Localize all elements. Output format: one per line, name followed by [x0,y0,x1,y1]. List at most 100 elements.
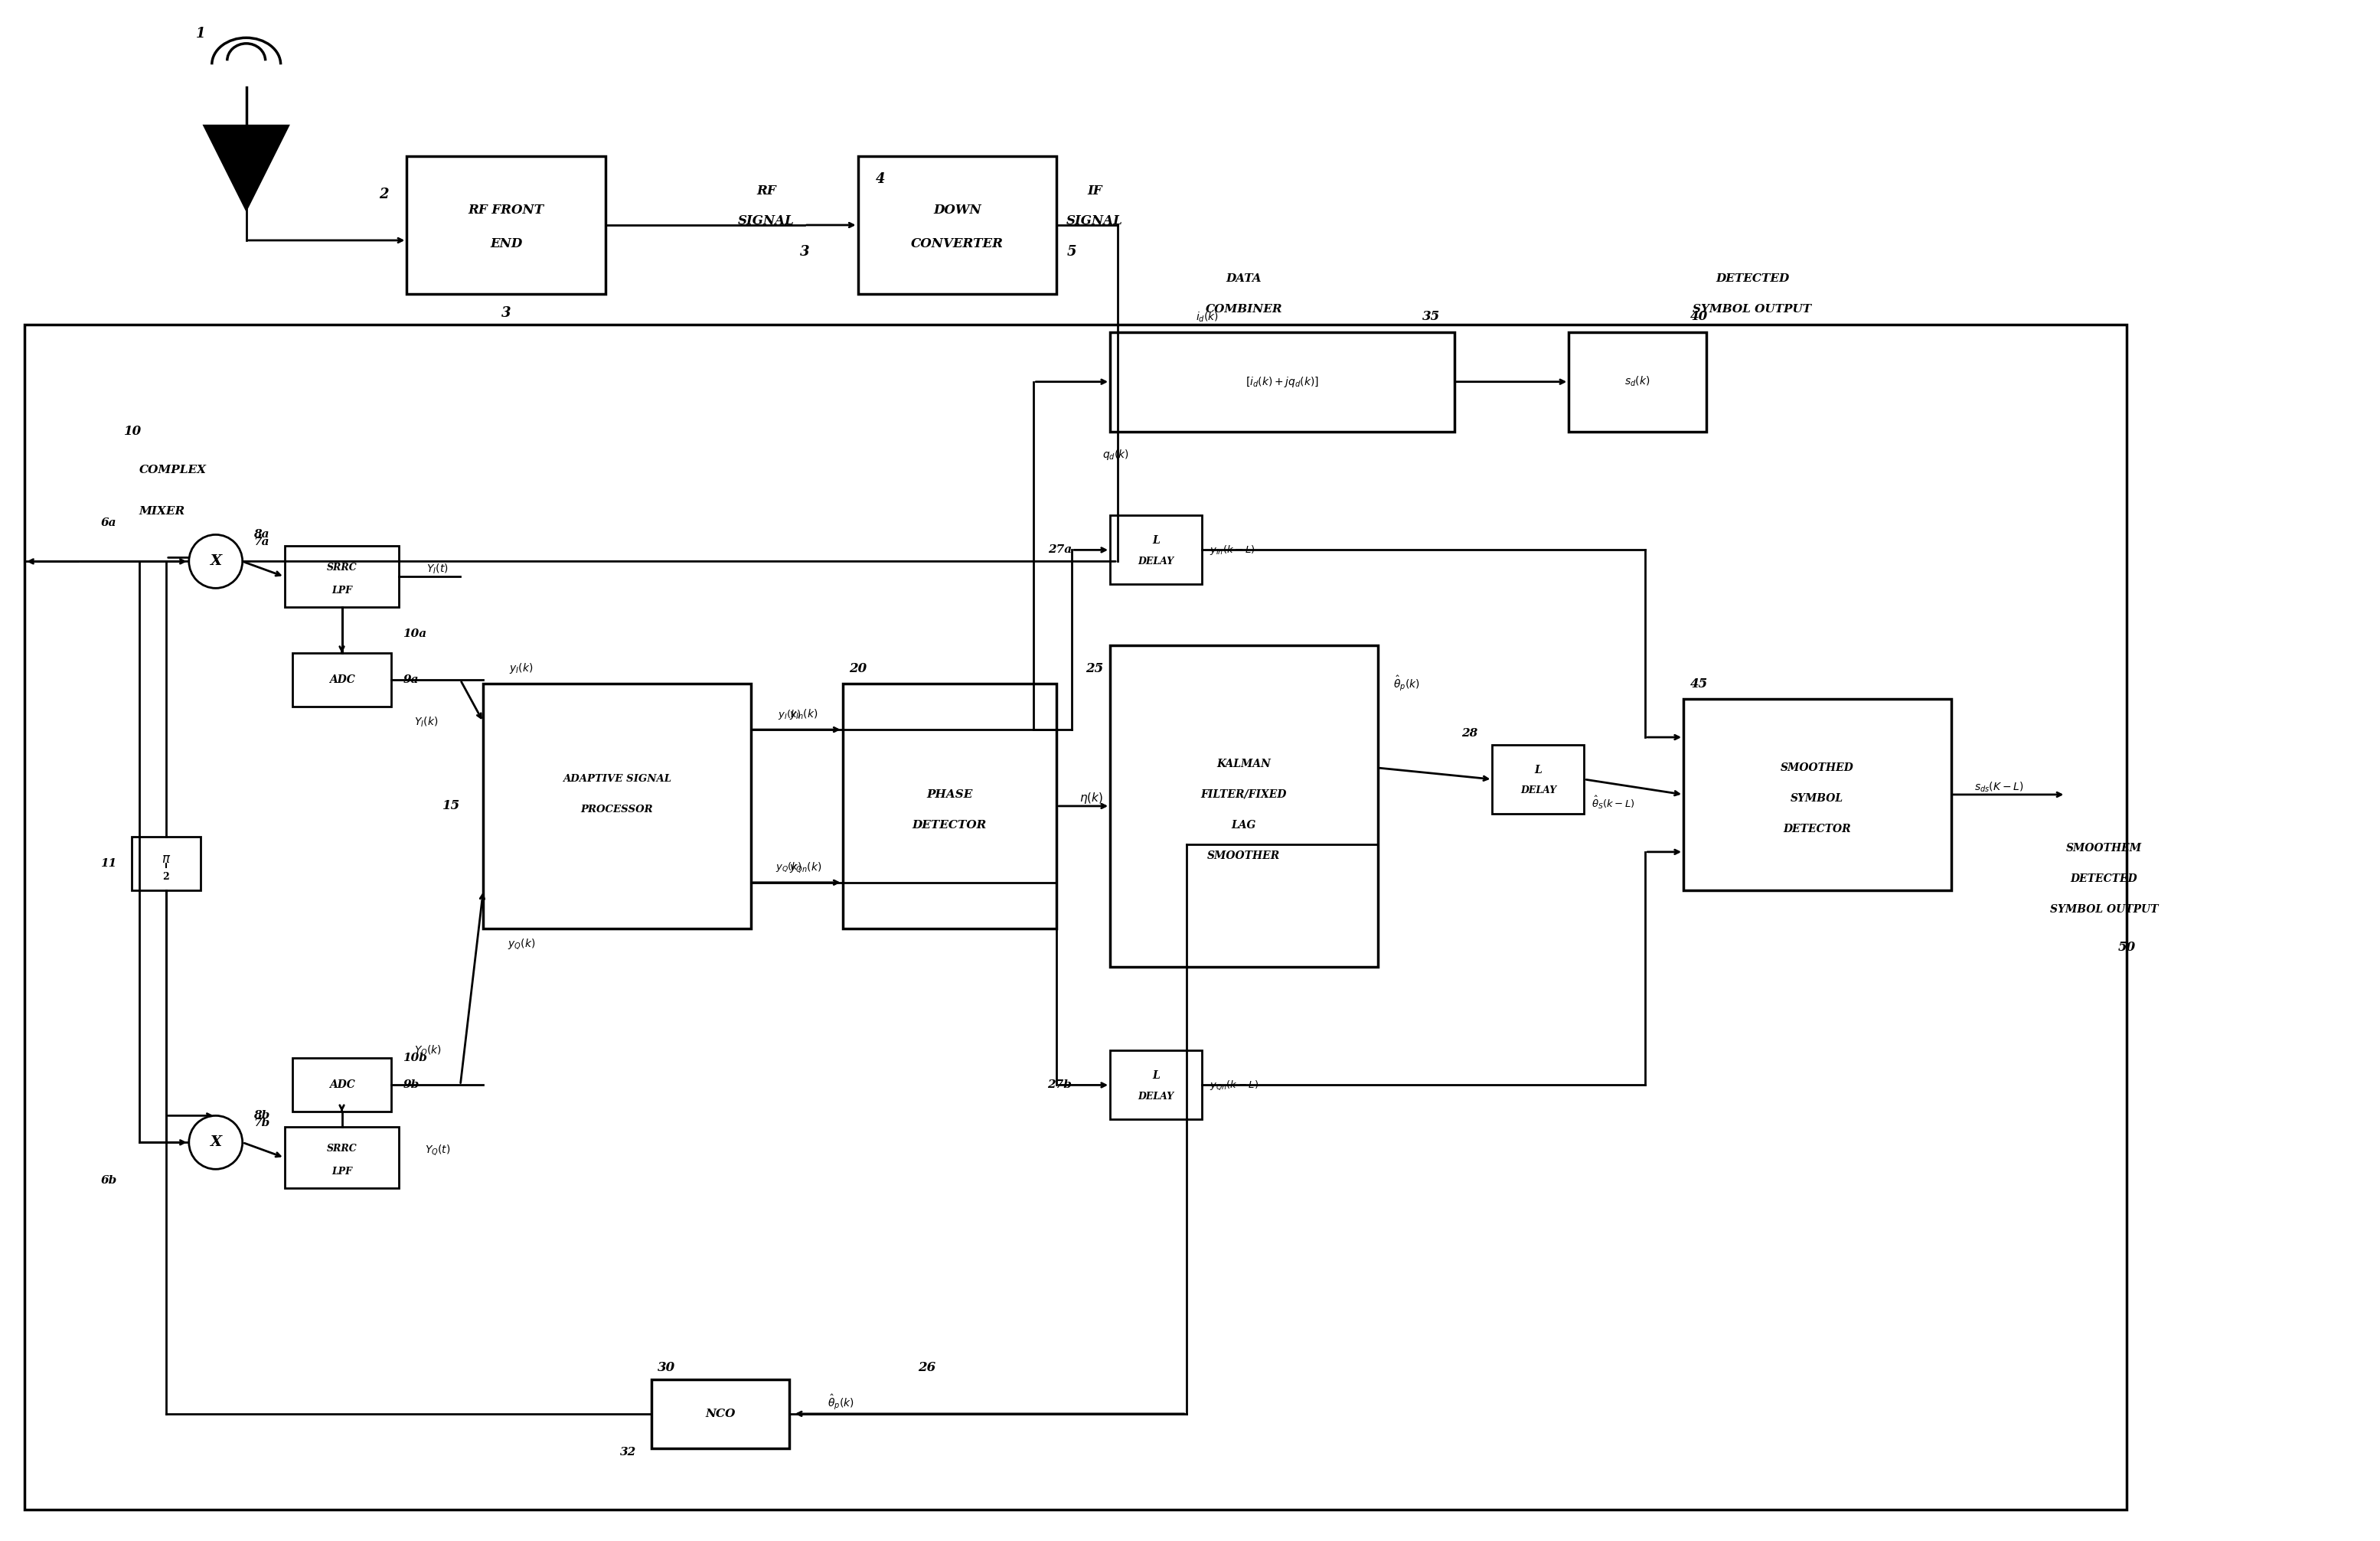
FancyBboxPatch shape [1109,331,1454,431]
FancyBboxPatch shape [1568,331,1706,431]
Text: 6a: 6a [100,518,117,529]
Text: 10b: 10b [402,1053,428,1063]
Text: PROCESSOR: PROCESSOR [581,804,652,815]
FancyBboxPatch shape [1109,516,1202,584]
Text: SRRC: SRRC [326,562,357,573]
FancyBboxPatch shape [1492,744,1585,814]
Text: 35: 35 [1423,310,1440,324]
Text: LAG: LAG [1230,820,1257,831]
Text: ADAPTIVE SIGNAL: ADAPTIVE SIGNAL [562,774,671,784]
Text: L: L [1152,535,1159,546]
Text: 2: 2 [378,188,388,202]
Text: SYMBOL: SYMBOL [1790,794,1844,804]
Text: $s_{ds}(K-L)$: $s_{ds}(K-L)$ [1973,780,2023,794]
Text: $\hat{\theta}_p(k)$: $\hat{\theta}_p(k)$ [1392,675,1418,693]
FancyBboxPatch shape [131,837,200,891]
Text: COMBINER: COMBINER [1204,304,1283,314]
Text: DOWN: DOWN [933,203,981,216]
Text: DETECTOR: DETECTOR [1783,823,1852,834]
Text: $i_d(k)$: $i_d(k)$ [1197,310,1219,324]
FancyBboxPatch shape [1109,1051,1202,1119]
Text: X: X [209,555,221,569]
Text: $y_{Qn}(k-L)$: $y_{Qn}(k-L)$ [1209,1079,1259,1091]
Circle shape [188,535,243,589]
Text: $Y_I(t)$: $Y_I(t)$ [426,562,447,576]
Text: 30: 30 [657,1361,676,1375]
Text: 10a: 10a [402,629,426,640]
Text: DETECTED: DETECTED [2071,874,2137,885]
Text: $y_Q(k)$: $y_Q(k)$ [507,937,536,951]
FancyBboxPatch shape [24,325,2128,1509]
Text: L: L [1535,764,1542,775]
Text: 28: 28 [1461,727,1478,738]
Text: SYMBOL OUTPUT: SYMBOL OUTPUT [1692,304,1811,314]
Text: 26: 26 [919,1361,935,1375]
Text: X: X [209,1136,221,1150]
Text: $y_{In}(k-L)$: $y_{In}(k-L)$ [1209,544,1254,556]
FancyBboxPatch shape [407,156,605,294]
Text: KALMAN: KALMAN [1216,758,1271,769]
Text: COMPLEX: COMPLEX [140,464,207,475]
FancyBboxPatch shape [293,1059,393,1113]
Text: END: END [490,237,521,251]
Text: 32: 32 [621,1447,635,1458]
Text: 9b: 9b [402,1080,419,1091]
Text: 25: 25 [1085,663,1104,675]
Text: 9a: 9a [402,675,419,686]
Text: 4: 4 [876,173,885,186]
Text: 50: 50 [2118,942,2135,954]
Text: SMOOTHED: SMOOTHED [1780,763,1854,774]
Text: ADC: ADC [328,675,355,686]
FancyBboxPatch shape [286,1126,400,1188]
Text: 40: 40 [1690,310,1706,324]
Text: $y_I(k)$: $y_I(k)$ [509,661,533,675]
Text: 1: 1 [195,28,205,40]
Text: PHASE: PHASE [926,789,973,800]
FancyBboxPatch shape [483,684,750,928]
FancyBboxPatch shape [652,1379,790,1449]
Text: SMOOTHER: SMOOTHER [1207,851,1280,861]
Text: $\pi$: $\pi$ [162,854,171,866]
Text: DATA: DATA [1226,273,1261,284]
Text: 8b: 8b [252,1111,269,1120]
Text: 15: 15 [443,800,459,812]
Text: MIXER: MIXER [140,507,186,518]
Text: IF: IF [1088,183,1102,197]
FancyBboxPatch shape [857,156,1057,294]
Text: $Y_I(k)$: $Y_I(k)$ [414,715,438,729]
Text: DELAY: DELAY [1521,786,1557,795]
Text: DELAY: DELAY [1138,1091,1173,1102]
Text: 3: 3 [800,245,809,259]
FancyBboxPatch shape [1109,646,1378,966]
Text: $q_d(k)$: $q_d(k)$ [1102,447,1128,461]
Text: RF FRONT: RF FRONT [469,203,545,216]
Text: $Y_Q(k)$: $Y_Q(k)$ [414,1043,443,1057]
Text: SIGNAL: SIGNAL [738,214,795,228]
Text: $\eta(k)$: $\eta(k)$ [1081,791,1104,806]
Text: $y_I(k)$: $y_I(k)$ [778,707,800,721]
FancyBboxPatch shape [843,684,1057,928]
Text: $[i_d(k)+jq_d(k)]$: $[i_d(k)+jq_d(k)]$ [1245,374,1319,388]
Text: $\hat{\theta}_S(k-L)$: $\hat{\theta}_S(k-L)$ [1592,794,1635,811]
Text: SMOOTHEM: SMOOTHEM [2066,843,2142,854]
Text: LPF: LPF [331,586,352,595]
Text: $y_Q(k)$: $y_Q(k)$ [776,861,802,874]
Polygon shape [205,126,288,210]
FancyBboxPatch shape [286,546,400,607]
Text: SIGNAL: SIGNAL [1066,214,1123,228]
Text: $s_d(k)$: $s_d(k)$ [1626,374,1649,388]
Text: 7b: 7b [252,1117,269,1128]
Text: L: L [1152,1071,1159,1082]
Text: NCO: NCO [704,1408,735,1419]
Text: SYMBOL OUTPUT: SYMBOL OUTPUT [2049,905,2159,915]
Text: $y_{Qn}(k)$: $y_{Qn}(k)$ [790,860,821,874]
Text: 27b: 27b [1047,1080,1071,1091]
Text: LPF: LPF [331,1167,352,1176]
Text: 2: 2 [162,872,169,881]
Text: DELAY: DELAY [1138,556,1173,567]
Text: ADC: ADC [328,1080,355,1091]
Text: 27a: 27a [1047,544,1071,555]
Text: $y_{In}(k)$: $y_{In}(k)$ [790,707,819,721]
Text: RF: RF [757,183,776,197]
Text: 20: 20 [850,663,866,675]
